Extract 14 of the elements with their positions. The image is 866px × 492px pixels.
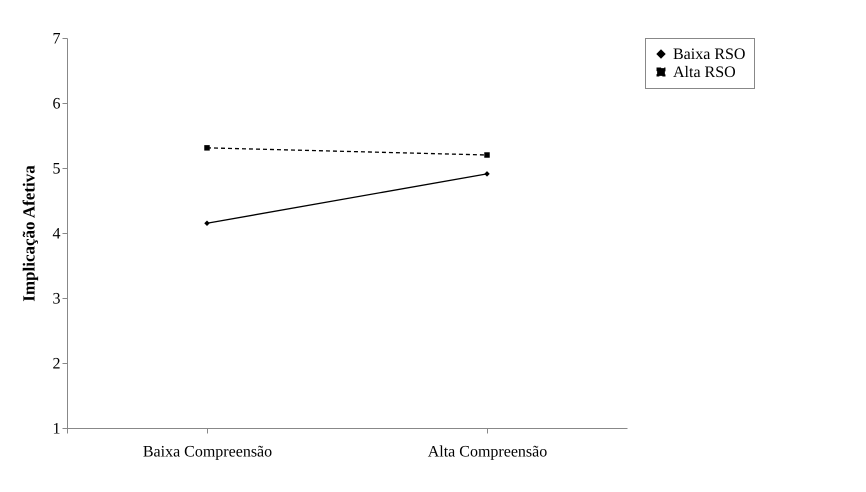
y-tick-label: 1 <box>52 420 60 438</box>
y-tick-label: 2 <box>52 356 60 372</box>
y-tick-label: 6 <box>52 96 60 112</box>
x-tick-label: Alta Compreensão <box>428 444 548 460</box>
y-tick-label: 7 <box>52 30 60 48</box>
point <box>484 171 490 177</box>
legend-label: Alta RSO <box>673 64 736 81</box>
y-tick-label: 3 <box>52 290 60 308</box>
y-axis-title: Implicação Afetiva <box>20 164 38 302</box>
x-tick-label: Baixa Compreensão <box>142 444 272 460</box>
point <box>204 145 210 151</box>
y-tick-label: 4 <box>52 226 60 242</box>
legend-label: Baixa RSO <box>673 46 746 63</box>
y-tick-label: 5 <box>52 160 60 178</box>
